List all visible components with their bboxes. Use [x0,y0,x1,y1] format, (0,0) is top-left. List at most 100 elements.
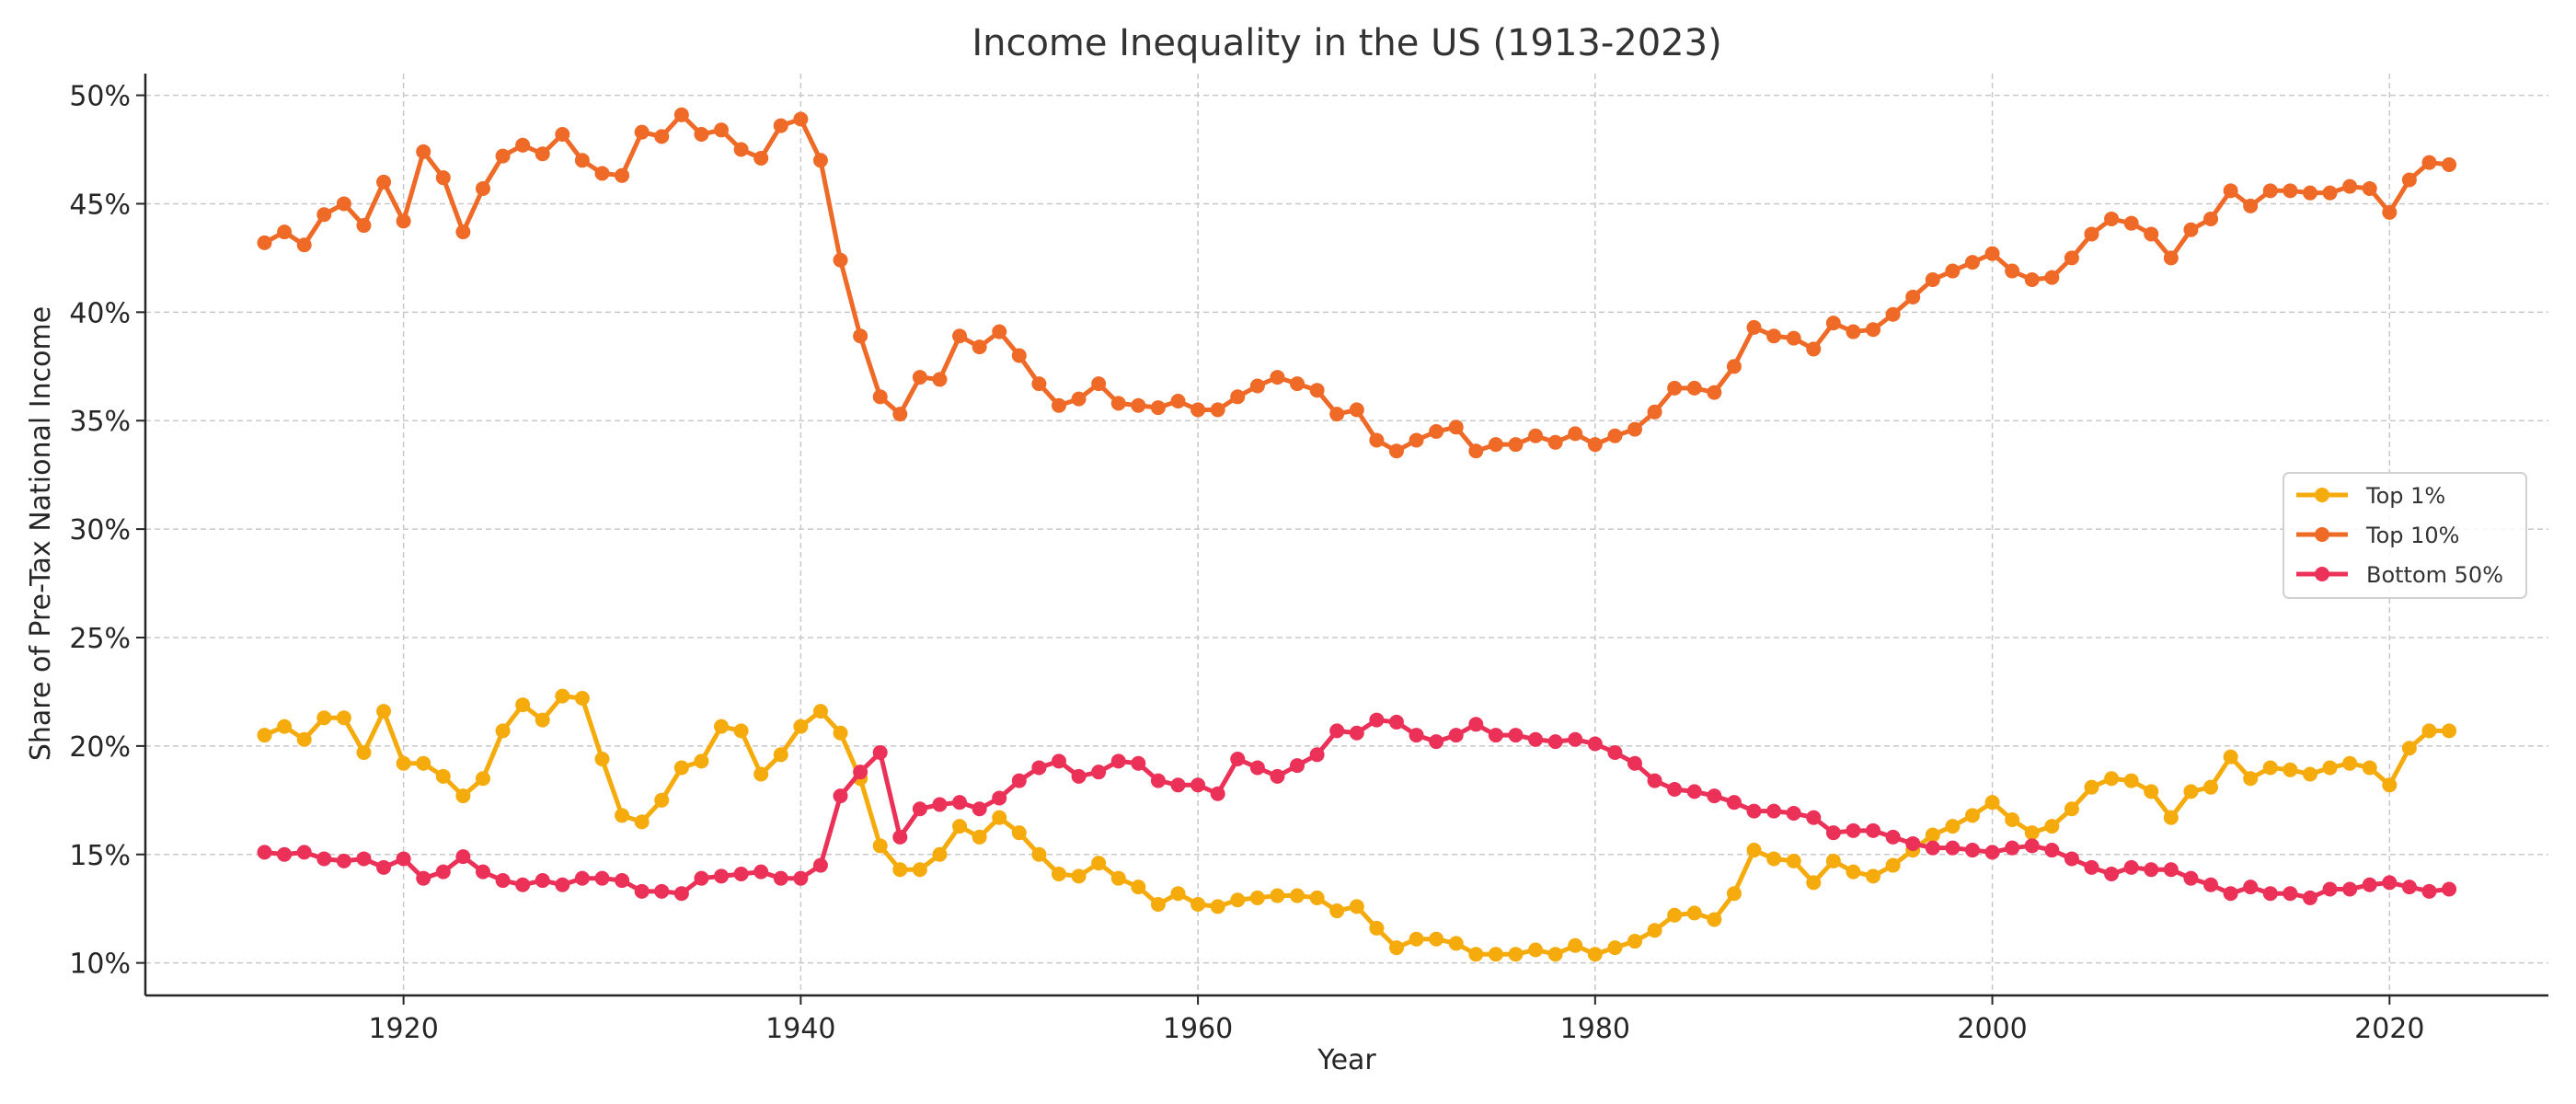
data-point-top-10 [535,146,550,162]
data-point-top-10 [2382,204,2398,220]
data-point-bottom-50 [2302,890,2317,905]
data-point-top-10 [694,127,709,143]
data-point-top-10 [2322,185,2338,201]
data-point-top-1 [1488,947,1503,962]
data-point-bottom-50 [1766,803,1782,819]
data-point-top-10 [793,111,809,127]
data-point-top-1 [1945,819,1961,834]
data-point-bottom-50 [455,849,471,865]
data-point-bottom-50 [793,870,809,886]
data-point-bottom-50 [1349,725,1364,741]
data-point-top-10 [1388,443,1404,459]
data-point-top-10 [1547,434,1563,450]
data-point-bottom-50 [2064,851,2079,867]
data-point-top-1 [356,744,372,760]
data-point-top-1 [2442,723,2457,739]
data-point-bottom-50 [812,857,828,873]
data-point-top-10 [356,218,372,234]
data-point-top-1 [1011,825,1027,841]
data-point-top-10 [2144,226,2159,242]
data-point-top-1 [2421,723,2437,739]
data-point-top-1 [773,747,788,763]
data-point-bottom-50 [1488,728,1503,743]
data-point-top-10 [1448,420,1464,435]
data-point-bottom-50 [1468,717,1484,732]
data-point-bottom-50 [336,853,351,868]
data-point-top-10 [2163,250,2179,266]
x-tick-label: 1960 [1163,1013,1233,1045]
data-point-top-1 [2064,801,2079,817]
data-point-top-10 [555,127,570,143]
data-point-top-10 [1667,380,1683,396]
data-point-bottom-50 [872,744,888,760]
data-point-bottom-50 [2005,840,2020,856]
data-point-bottom-50 [1607,744,1623,760]
data-point-top-10 [1825,316,1841,331]
data-point-top-1 [435,768,451,784]
data-point-top-10 [2243,198,2259,213]
data-point-bottom-50 [495,873,511,889]
data-point-top-10 [1964,255,1980,270]
data-point-top-1 [257,728,272,743]
data-point-top-1 [555,688,570,704]
data-point-bottom-50 [1905,835,1921,851]
data-point-bottom-50 [1528,731,1544,747]
data-point-top-1 [793,719,809,734]
data-point-top-1 [1329,903,1345,919]
data-point-top-1 [1885,857,1901,873]
data-point-bottom-50 [1011,773,1027,788]
data-point-top-10 [2044,270,2060,285]
data-point-bottom-50 [2104,866,2120,881]
data-point-bottom-50 [1508,728,1524,743]
x-axis-label: Year [1317,1044,1376,1076]
data-point-top-1 [1290,888,1305,903]
x-tick-label: 2000 [1957,1013,2027,1045]
series [257,107,2457,962]
data-point-top-1 [2283,762,2298,777]
data-point-top-10 [1528,428,1544,443]
series-top-10 [257,107,2457,459]
data-point-top-10 [1846,324,1861,339]
legend-label: Top 1% [2365,483,2445,509]
data-point-bottom-50 [773,870,788,886]
data-point-top-10 [316,207,332,223]
data-point-bottom-50 [1786,805,1801,821]
data-point-top-10 [673,107,689,122]
data-point-top-1 [1110,870,1126,886]
data-point-bottom-50 [1746,803,1762,819]
data-point-top-10 [2084,226,2099,242]
y-tick-label: 40% [69,297,131,329]
data-point-top-1 [2262,760,2278,776]
data-point-top-10 [833,252,848,268]
data-point-top-10 [1766,328,1782,344]
data-point-top-1 [2123,773,2139,788]
grid-lines [145,74,2548,995]
data-point-top-10 [615,167,630,183]
data-point-top-10 [1329,407,1345,422]
data-point-top-10 [336,196,351,212]
data-point-top-1 [515,697,531,713]
data-point-top-10 [972,339,987,355]
data-point-top-1 [2163,810,2179,825]
data-point-top-1 [2084,779,2099,795]
axes [144,74,2548,997]
data-point-top-1 [1825,853,1841,868]
data-point-bottom-50 [316,851,332,867]
data-point-bottom-50 [1290,758,1305,774]
data-point-bottom-50 [296,845,312,860]
legend-item-bottom-50: Bottom 50% [2296,562,2503,588]
data-point-top-10 [574,153,590,168]
data-point-top-10 [1349,402,1364,418]
data-point-top-10 [1468,443,1484,459]
data-point-bottom-50 [654,883,670,899]
data-point-top-1 [2005,812,2020,828]
data-point-bottom-50 [1309,747,1325,763]
data-point-top-1 [634,814,650,830]
data-point-bottom-50 [892,829,908,845]
data-point-top-10 [1150,400,1166,416]
data-point-bottom-50 [2322,881,2338,897]
data-point-bottom-50 [733,866,749,881]
data-point-bottom-50 [555,877,570,892]
data-point-bottom-50 [1369,712,1385,728]
data-point-bottom-50 [833,788,848,804]
